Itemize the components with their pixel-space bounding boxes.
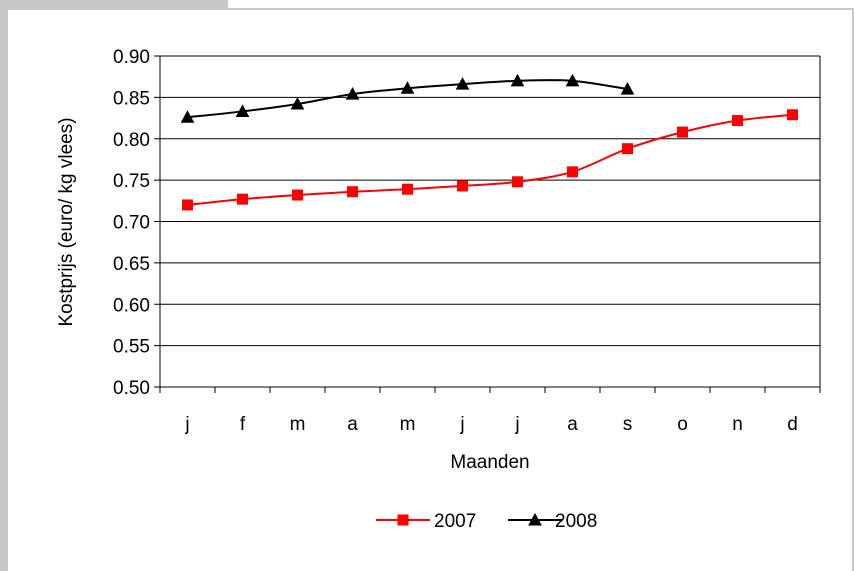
- series-line-2007: [187, 113, 793, 206]
- x-axis-label: Maanden: [450, 452, 529, 473]
- series-2008: [180, 73, 635, 123]
- data-series: [180, 73, 798, 211]
- legend-item-2008: 2008: [508, 511, 597, 532]
- x-tick-label: a: [567, 414, 578, 435]
- data-point-2008: [565, 73, 580, 87]
- data-point-2007: [622, 143, 633, 155]
- y-axis-ticks: 0.50 0.55 0.60 0.65 0.70 0.75 0.80 0.85 0.90: [113, 47, 160, 399]
- y-tick-label: 0.55: [113, 337, 150, 358]
- legend-label-2008: 2008: [555, 511, 597, 532]
- y-axis-label: Kostprijs (euro/ kg vlees): [56, 117, 77, 326]
- data-point-2008: [235, 104, 250, 117]
- x-tick-label: s: [623, 414, 633, 435]
- x-tick-label: f: [240, 414, 246, 435]
- data-point-2007: [732, 115, 743, 127]
- y-tick-label: 0.60: [113, 295, 150, 316]
- data-point-2008: [345, 87, 360, 100]
- data-point-2008: [290, 96, 305, 110]
- x-tick-label: n: [732, 414, 743, 435]
- data-point-2007: [567, 166, 578, 178]
- data-point-2008: [400, 81, 415, 94]
- x-tick-label: o: [677, 414, 688, 435]
- data-point-2007: [457, 180, 468, 192]
- data-point-2008: [510, 73, 525, 87]
- data-point-2007: [237, 193, 248, 205]
- data-point-2007: [512, 176, 523, 188]
- x-tick-label: j: [184, 414, 189, 435]
- gridlines: [160, 55, 820, 388]
- right-border: [852, 10, 854, 571]
- x-tick-label: j: [459, 414, 464, 435]
- x-tick-label: a: [347, 414, 358, 435]
- data-point-2007: [402, 183, 413, 195]
- axes: [159, 56, 821, 388]
- legend-marker-2008: [528, 512, 542, 526]
- y-tick-label: 0.80: [113, 130, 150, 151]
- legend: 2007 2008: [376, 511, 597, 532]
- y-tick-label: 0.50: [113, 378, 150, 399]
- top-strip-gap: [228, 0, 854, 8]
- y-tick-label: 0.90: [113, 47, 150, 68]
- data-point-2007: [182, 199, 193, 211]
- x-tick-label: m: [400, 414, 416, 435]
- y-tick-label: 0.85: [113, 88, 150, 109]
- y-tick-label: 0.65: [113, 254, 150, 275]
- data-point-2007: [347, 186, 358, 198]
- data-point-2007: [787, 109, 798, 121]
- legend-item-2007: 2007: [376, 511, 476, 532]
- x-tick-label: d: [787, 414, 798, 435]
- data-point-2007: [292, 189, 303, 201]
- x-tick-label: m: [290, 414, 306, 435]
- y-tick-label: 0.70: [113, 213, 150, 234]
- legend-marker-2007: [397, 514, 409, 526]
- y-tick-label: 0.75: [113, 171, 150, 192]
- data-point-2008: [180, 110, 195, 123]
- series-2007: [182, 109, 798, 211]
- left-border: [0, 10, 8, 571]
- data-point-2008: [620, 82, 635, 95]
- x-tick-label: j: [514, 414, 519, 435]
- legend-label-2007: 2007: [434, 511, 476, 532]
- data-point-2008: [455, 77, 470, 90]
- data-point-2007: [677, 126, 688, 138]
